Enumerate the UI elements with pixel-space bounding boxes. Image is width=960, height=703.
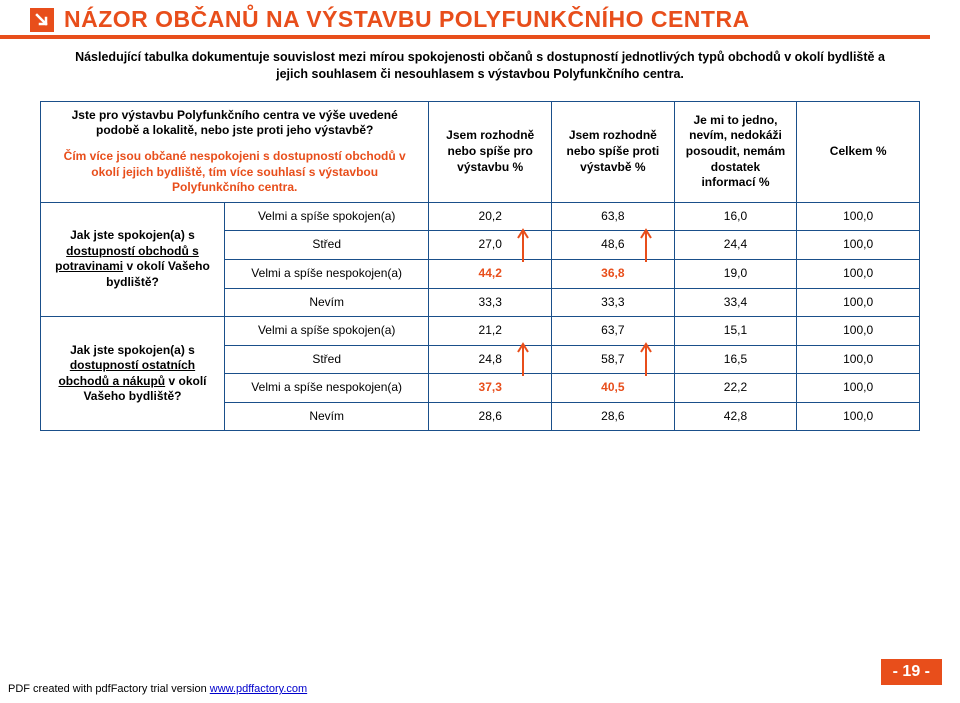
cell-celkem: 100,0 [797, 402, 920, 431]
page-number-badge: - 19 - [881, 659, 942, 685]
cell-proti: 58,7 [552, 345, 675, 374]
table-header-row: Jste pro výstavbu Polyfunkčního centra v… [41, 101, 920, 202]
answer-label: Nevím [224, 288, 428, 317]
answer-label: Velmi a spíše nespokojen(a) [224, 374, 428, 403]
cell-celkem: 100,0 [797, 288, 920, 317]
header-question-1: Jste pro výstavbu Polyfunkčního centra v… [49, 108, 420, 139]
cell-proti: 63,8 [552, 202, 675, 231]
col-header-nevim: Je mi to jedno, nevím, nedokáži posoudit… [674, 101, 797, 202]
group-label: Jak jste spokojen(a) s dostupností obcho… [41, 202, 225, 316]
title-bar: NÁZOR OBČANŮ NA VÝSTAVBU POLYFUNKČNÍHO C… [0, 0, 930, 39]
cell-celkem: 100,0 [797, 259, 920, 288]
arrow-up-icon [640, 228, 652, 262]
cell-celkem: 100,0 [797, 345, 920, 374]
answer-label: Velmi a spíše spokojen(a) [224, 317, 428, 346]
col-header-celkem: Celkem % [797, 101, 920, 202]
cell-nevim: 24,4 [674, 231, 797, 260]
answer-label: Střed [224, 231, 428, 260]
col-header-proti: Jsem rozhodně nebo spíše proti výstavbě … [552, 101, 675, 202]
cell-nevim: 16,5 [674, 345, 797, 374]
table-row: Jak jste spokojen(a) s dostupností ostat… [41, 317, 920, 346]
cell-pro: 28,6 [429, 402, 552, 431]
cell-nevim: 16,0 [674, 202, 797, 231]
arrow-up-icon [640, 342, 652, 376]
table-row: Jak jste spokojen(a) s dostupností obcho… [41, 202, 920, 231]
cell-proti: 33,3 [552, 288, 675, 317]
answer-label: Střed [224, 345, 428, 374]
page-title: NÁZOR OBČANŮ NA VÝSTAVBU POLYFUNKČNÍHO C… [64, 6, 750, 33]
col-header-pro: Jsem rozhodně nebo spíše pro výstavbu % [429, 101, 552, 202]
cell-pro: 24,8 [429, 345, 552, 374]
cell-nevim: 42,8 [674, 402, 797, 431]
cell-pro: 21,2 [429, 317, 552, 346]
cell-proti: 40,5 [552, 374, 675, 403]
cell-celkem: 100,0 [797, 374, 920, 403]
cell-celkem: 100,0 [797, 202, 920, 231]
footer-note: PDF created with pdfFactory trial versio… [8, 683, 307, 695]
answer-label: Velmi a spíše nespokojen(a) [224, 259, 428, 288]
cell-proti: 63,7 [552, 317, 675, 346]
cell-nevim: 33,4 [674, 288, 797, 317]
cell-nevim: 19,0 [674, 259, 797, 288]
arrow-up-icon [517, 228, 529, 262]
cell-pro: 33,3 [429, 288, 552, 317]
cell-nevim: 15,1 [674, 317, 797, 346]
footer-link[interactable]: www.pdffactory.com [210, 683, 307, 695]
cell-pro: 27,0 [429, 231, 552, 260]
header-question-2: Čím více jsou občané nespokojeni s dostu… [49, 149, 420, 196]
cell-proti: 48,6 [552, 231, 675, 260]
answer-label: Velmi a spíše spokojen(a) [224, 202, 428, 231]
arrow-up-icon [517, 342, 529, 376]
cell-celkem: 100,0 [797, 317, 920, 346]
cell-proti: 28,6 [552, 402, 675, 431]
intro-paragraph: Následující tabulka dokumentuje souvislo… [0, 39, 960, 91]
cell-pro: 44,2 [429, 259, 552, 288]
group-label: Jak jste spokojen(a) s dostupností ostat… [41, 317, 225, 431]
cell-proti: 36,8 [552, 259, 675, 288]
cell-nevim: 22,2 [674, 374, 797, 403]
answer-label: Nevím [224, 402, 428, 431]
header-question-cell: Jste pro výstavbu Polyfunkčního centra v… [41, 101, 429, 202]
cell-celkem: 100,0 [797, 231, 920, 260]
arrow-down-right-icon [30, 8, 54, 32]
cell-pro: 20,2 [429, 202, 552, 231]
cell-pro: 37,3 [429, 374, 552, 403]
data-table: Jste pro výstavbu Polyfunkčního centra v… [40, 101, 920, 432]
